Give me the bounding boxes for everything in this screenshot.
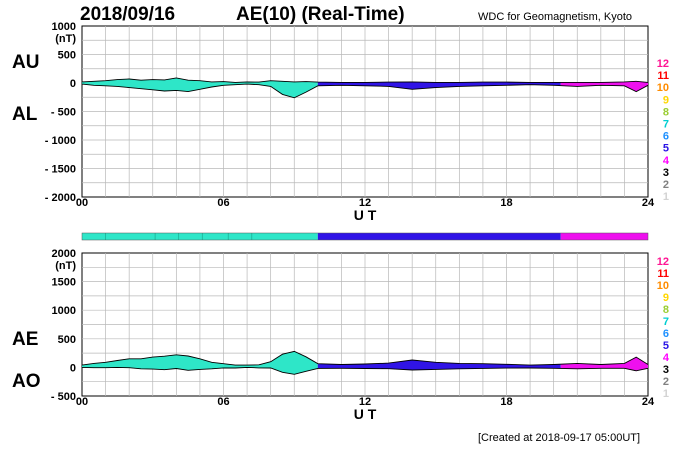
legend-level-label: 2 <box>663 376 669 388</box>
header-date: 2018/09/16 <box>80 4 176 25</box>
legend-level-label: 9 <box>663 292 669 304</box>
y-tick-label: - 2000 <box>45 192 76 204</box>
y-tick-label: 1000 <box>52 305 76 317</box>
legend-level-label: 8 <box>663 106 669 118</box>
legend-level-label: 10 <box>657 82 669 94</box>
legend-level-label: 3 <box>663 167 669 179</box>
source-label: WDC for Geomagnetism, Kyoto <box>478 11 633 23</box>
y-tick-label: 500 <box>58 50 76 62</box>
legend-level-label: 2 <box>663 179 669 191</box>
y-tick-label: - 1500 <box>45 164 76 176</box>
x-tick-label: 12 <box>359 197 371 209</box>
y-tick-label: 1500 <box>52 277 76 289</box>
legend-level-label: 10 <box>657 280 669 292</box>
series-line-ae <box>81 350 649 366</box>
chart-title: AE(10) (Real-Time) <box>236 4 405 25</box>
series-band-au-al <box>560 81 648 92</box>
legend-level-label: 12 <box>657 256 669 268</box>
panel1-upper-label: AU <box>12 52 40 73</box>
x-tick-label: 18 <box>500 197 512 209</box>
y-tick-label: 0 <box>70 78 76 90</box>
series-band-ae-ao <box>317 360 561 370</box>
x-tick-label: 06 <box>217 396 229 408</box>
series-band-ae-ao <box>560 357 648 371</box>
legend-level-label: 7 <box>663 316 669 328</box>
x-axis-label: U T <box>354 207 377 223</box>
legend-level-label: 4 <box>663 155 670 167</box>
unit-label: (nT) <box>55 260 76 272</box>
legend-level-label: 9 <box>663 94 669 106</box>
legend-level-label: 5 <box>663 143 669 155</box>
x-axis-label: U T <box>354 406 377 422</box>
legend-level-label: 4 <box>663 352 670 364</box>
series-line-ao <box>81 366 649 375</box>
y-tick-label: 0 <box>70 362 76 374</box>
panel1-lower-label: AL <box>12 104 38 125</box>
legend-level-label: 11 <box>657 268 669 280</box>
x-tick-label: 24 <box>642 396 655 408</box>
legend-level-label: 8 <box>663 304 669 316</box>
y-tick-label: - 500 <box>51 107 76 119</box>
x-tick-label: 24 <box>642 197 655 209</box>
created-footer: [Created at 2018-09-17 05:00UT] <box>478 432 641 444</box>
y-tick-label: - 500 <box>51 391 76 403</box>
legend-level-label: 1 <box>663 191 669 203</box>
y-tick-label: 500 <box>58 334 76 346</box>
series-band-au-al <box>317 81 561 90</box>
x-tick-label: 18 <box>500 396 512 408</box>
panel2-upper-label: AE <box>12 329 39 350</box>
coverage-bar-segment <box>82 233 318 240</box>
x-tick-label: 00 <box>76 197 88 209</box>
legend-level-label: 6 <box>663 328 669 340</box>
legend-level-label: 6 <box>663 131 669 143</box>
y-tick-label: - 1000 <box>45 135 76 147</box>
series-line-al <box>81 83 649 99</box>
unit-label: (nT) <box>55 33 76 45</box>
coverage-bar-segment <box>560 233 648 240</box>
legend-level-label: 1 <box>663 388 669 400</box>
legend-level-label: 3 <box>663 364 669 376</box>
y-tick-label: 1000 <box>52 21 76 33</box>
legend-level-label: 11 <box>657 70 669 82</box>
y-tick-label: 2000 <box>52 248 76 260</box>
coverage-bar-segment <box>317 233 561 240</box>
x-tick-label: 00 <box>76 396 88 408</box>
x-tick-label: 12 <box>359 396 371 408</box>
series-band-au-al <box>82 77 318 98</box>
legend-level-label: 7 <box>663 119 669 131</box>
legend-level-label: 12 <box>657 58 669 70</box>
x-tick-label: 06 <box>217 197 229 209</box>
coverage-bar-frame <box>81 232 649 241</box>
panel2-lower-label: AO <box>12 371 41 392</box>
legend-level-label: 5 <box>663 340 669 352</box>
series-line-au <box>81 77 649 83</box>
